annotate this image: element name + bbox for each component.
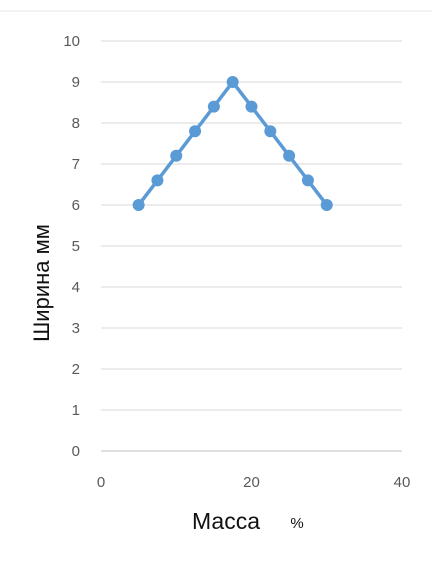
y-tick-label: 9	[72, 74, 80, 91]
data-series	[132, 76, 333, 211]
data-point	[264, 125, 277, 138]
y-tick-label: 3	[72, 320, 80, 337]
y-tick-label: 0	[72, 443, 80, 460]
y-tick-label: 6	[72, 197, 80, 214]
data-point	[283, 149, 296, 162]
y-tick-label: 7	[72, 156, 80, 173]
data-point	[132, 199, 145, 211]
data-point	[207, 100, 220, 113]
x-tick-label: 40	[394, 474, 411, 491]
x-tick-label: 20	[243, 474, 260, 491]
y-tick-label: 5	[72, 238, 80, 255]
x-tick-labels: 0 20 40	[97, 474, 411, 491]
data-point	[245, 100, 258, 113]
y-axis-title: Ширина мм	[29, 224, 54, 342]
data-point	[301, 174, 314, 187]
data-point	[226, 76, 239, 88]
y-tick-label: 1	[72, 402, 80, 419]
gridlines	[101, 40, 402, 452]
data-point	[189, 125, 202, 138]
y-tick-label: 10	[63, 33, 80, 50]
x-axis-unit: %	[290, 515, 303, 532]
x-tick-label: 0	[97, 474, 105, 491]
series-line	[137, 80, 329, 207]
y-tick-label: 4	[72, 279, 80, 296]
y-tick-label: 2	[72, 361, 80, 378]
x-axis-title: Масса	[192, 508, 260, 534]
data-point	[151, 174, 164, 187]
data-point	[170, 149, 183, 162]
y-tick-label: 8	[72, 115, 80, 132]
data-point	[320, 199, 333, 211]
y-tick-labels: 0 1 2 3 4 5 6 7 8 9 10	[63, 33, 80, 460]
